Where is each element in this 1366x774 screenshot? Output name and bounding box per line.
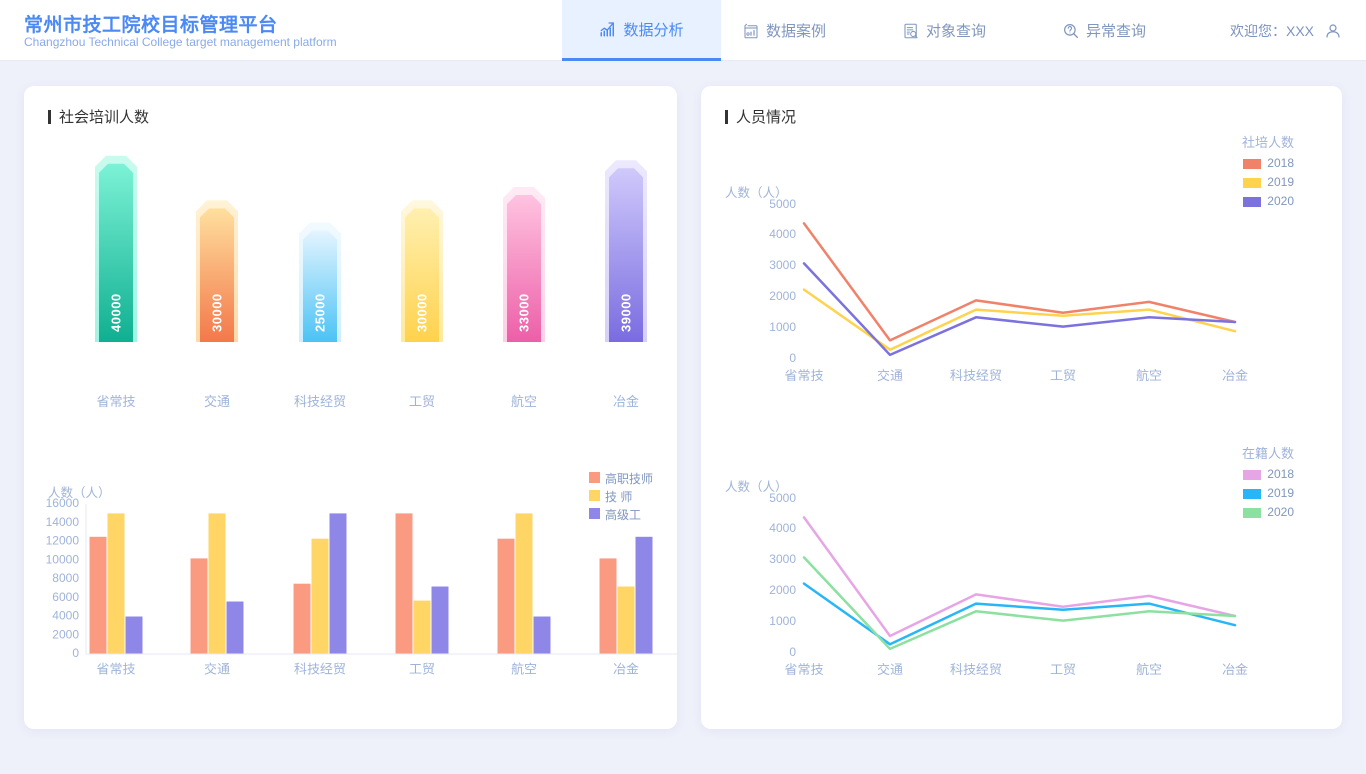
svg-text:省常技: 省常技 [784, 659, 823, 678]
svg-text:科技经贸: 科技经贸 [294, 659, 346, 678]
svg-text:5000: 5000 [769, 197, 796, 211]
svg-text:工贸: 工贸 [1050, 659, 1076, 678]
svg-text:省常技: 省常技 [784, 365, 823, 384]
svg-text:冶金: 冶金 [613, 659, 639, 678]
svg-text:工贸: 工贸 [409, 659, 435, 678]
svg-text:3000: 3000 [769, 552, 796, 566]
svg-text:40000: 40000 [109, 293, 124, 332]
svg-text:2000: 2000 [769, 583, 796, 597]
svg-text:0: 0 [72, 646, 79, 660]
svg-text:25000: 25000 [313, 293, 328, 332]
svg-text:航空: 航空 [1136, 365, 1162, 384]
svg-text:交通: 交通 [204, 659, 230, 678]
svg-text:1000: 1000 [769, 614, 796, 628]
svg-text:2000: 2000 [769, 289, 796, 303]
svg-text:8000: 8000 [52, 571, 79, 585]
svg-text:科技经贸: 科技经贸 [950, 659, 1002, 678]
svg-text:30000: 30000 [415, 293, 430, 332]
svg-text:10000: 10000 [46, 552, 80, 566]
svg-text:0: 0 [789, 645, 796, 659]
svg-text:12000: 12000 [46, 534, 80, 548]
svg-text:交通: 交通 [877, 659, 903, 678]
svg-text:交通: 交通 [877, 365, 903, 384]
svg-text:2000: 2000 [52, 627, 79, 641]
svg-text:冶金: 冶金 [1222, 365, 1248, 384]
svg-text:33000: 33000 [517, 293, 532, 332]
svg-text:4000: 4000 [52, 609, 79, 623]
svg-text:6000: 6000 [52, 590, 79, 604]
svg-text:航空: 航空 [511, 659, 537, 678]
svg-text:30000: 30000 [210, 293, 225, 332]
svg-text:冶金: 冶金 [1222, 659, 1248, 678]
svg-text:14000: 14000 [46, 515, 80, 529]
svg-text:4000: 4000 [769, 227, 796, 241]
svg-text:5000: 5000 [769, 491, 796, 505]
svg-text:科技经贸: 科技经贸 [950, 365, 1002, 384]
svg-text:16000: 16000 [46, 496, 80, 510]
svg-text:省常技: 省常技 [96, 659, 135, 678]
svg-text:1000: 1000 [769, 320, 796, 334]
svg-text:4000: 4000 [769, 521, 796, 535]
svg-text:0: 0 [789, 351, 796, 365]
svg-text:航空: 航空 [1136, 659, 1162, 678]
svg-text:工贸: 工贸 [1050, 365, 1076, 384]
svg-text:39000: 39000 [619, 293, 634, 332]
svg-text:3000: 3000 [769, 258, 796, 272]
